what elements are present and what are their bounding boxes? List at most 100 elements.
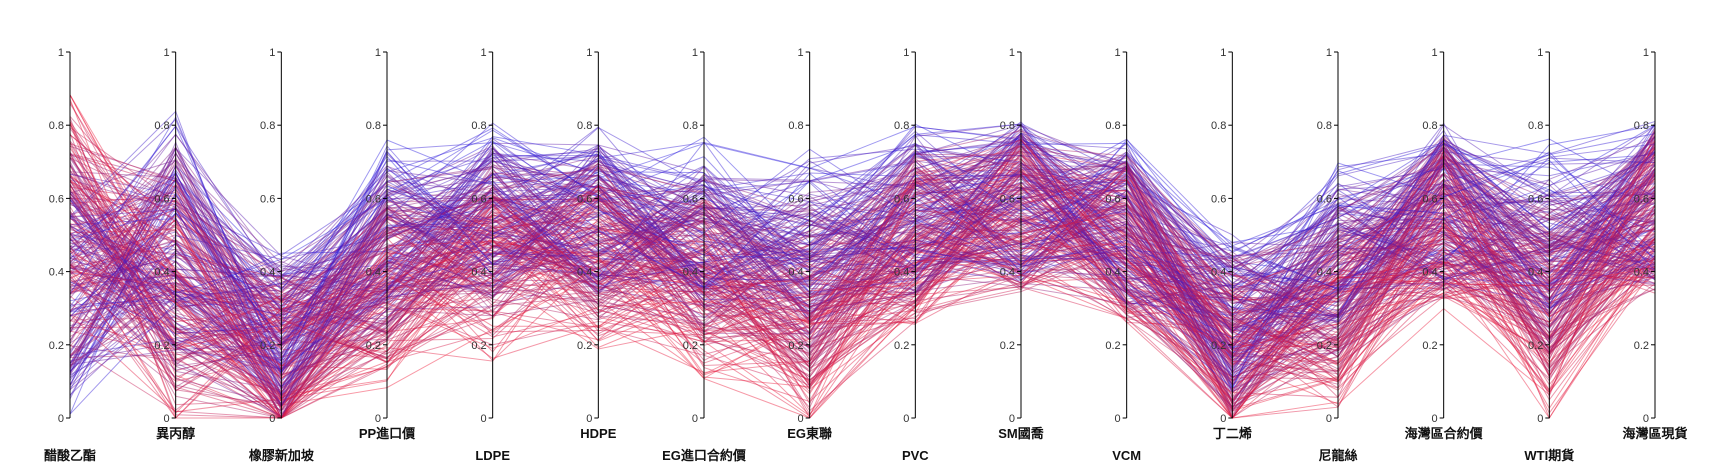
series-line [69,163,1656,396]
series-line [69,129,1656,339]
series-line [69,160,1656,410]
axis-6: 0 0.2 0.4 0.6 0.8 1 EG進口合約價 [662,47,747,463]
series-line [69,150,1656,378]
series-line [69,134,1656,389]
series-line [69,177,1656,419]
series-line [69,179,1656,330]
series-line [69,160,1656,420]
tick-label: 1 [1643,47,1649,59]
series-line [69,169,1656,364]
tick-label: 0.8 [788,120,803,132]
series-line [69,127,1656,277]
series-line [69,151,1656,393]
series-line [69,164,1656,354]
series-line [69,153,1656,343]
series-line [69,120,1656,419]
tick-label: 0.2 [154,340,169,352]
tick-label: 0.4 [788,267,803,279]
tick-label: 0.8 [471,120,486,132]
series-line [69,164,1656,419]
series-line [69,132,1656,354]
axis-0: 0 0.2 0.4 0.6 0.8 1 醋酸乙酯 [44,47,96,463]
tick-label: 0.4 [1422,267,1437,279]
series-line [69,132,1656,323]
series-line [69,166,1656,358]
series-line [69,158,1656,370]
series-line [69,169,1656,362]
series-line [69,172,1656,414]
series-line [69,157,1656,337]
tick-label: 0.2 [683,340,698,352]
axis-label: 丁二烯 [1213,426,1252,441]
tick-label: 0.8 [1634,120,1649,132]
series-line [69,134,1656,373]
tick-label: 0.8 [1422,120,1437,132]
series-line [69,159,1656,347]
series-line [69,154,1656,388]
series-line [69,94,1656,419]
axis-label: 尼龍絲 [1318,448,1357,463]
axis-9: 0 0.2 0.4 0.6 0.8 1 SM國喬 [998,47,1045,441]
series-line [69,172,1656,340]
axis-11: 0 0.2 0.4 0.6 0.8 1 丁二烯 [1211,47,1252,441]
series-line [69,122,1656,419]
series-line [69,144,1656,408]
axis-label: 海灣區合約價 [1405,426,1484,441]
series-line [69,157,1656,396]
series-line [69,221,1656,419]
series-line [69,144,1656,388]
series-line [69,173,1656,335]
series-line [69,146,1656,351]
series-line [69,138,1656,408]
series-line [69,117,1656,409]
series-line [69,167,1656,419]
tick-label: 0.4 [683,267,698,279]
tick-label: 0.8 [683,120,698,132]
series-line [69,125,1656,291]
series-line [69,132,1656,419]
series-line [69,138,1656,402]
tick-label: 0.2 [894,340,909,352]
series-line [69,154,1656,412]
series-line [69,136,1656,365]
series-line [69,141,1656,377]
series-line [69,151,1656,356]
series-line [69,124,1656,388]
tick-label: 1 [1009,47,1015,59]
series-line [69,152,1656,370]
series-line [69,126,1656,371]
axis-13: 0 0.2 0.4 0.6 0.8 1 海灣區合約價 [1405,47,1484,441]
series-line [69,147,1656,370]
tick-label: 0.6 [1528,193,1543,205]
series-line [69,135,1656,393]
tick-label: 0.6 [577,193,592,205]
series-line [69,157,1656,375]
tick-label: 0.6 [49,193,64,205]
tick-label: 0.2 [577,340,592,352]
series-line [69,139,1656,376]
axis-4: 0 0.2 0.4 0.6 0.8 1 LDPE [471,47,510,463]
series-line [69,144,1656,381]
axes: 00.20.40.60.81醋酸乙酯00.20.40.60.81異丙醇00.20… [44,47,1688,463]
axis-label: 橡膠新加坡 [249,448,315,463]
series-line [69,147,1656,355]
tick-label: 0 [1432,413,1438,425]
series-line [69,156,1656,396]
axis-8: 0 0.2 0.4 0.6 0.8 1 PVC [894,47,929,463]
series-line [69,146,1656,398]
series-line [69,135,1656,362]
series-line [69,214,1656,391]
series-line [69,176,1656,406]
axis-10: 0 0.2 0.4 0.6 0.8 1 VCM [1105,47,1141,463]
tick-label: 0.8 [260,120,275,132]
tick-label: 0.6 [471,193,486,205]
series-line [69,143,1656,419]
series-line [69,178,1656,299]
tick-label: 0 [1009,413,1015,425]
series-line [69,163,1656,398]
series-line [69,145,1656,385]
series-line [69,94,1656,402]
axis-label: WTI期貨 [1524,448,1574,463]
series-line [69,170,1656,419]
tick-label: 0.4 [577,267,592,279]
